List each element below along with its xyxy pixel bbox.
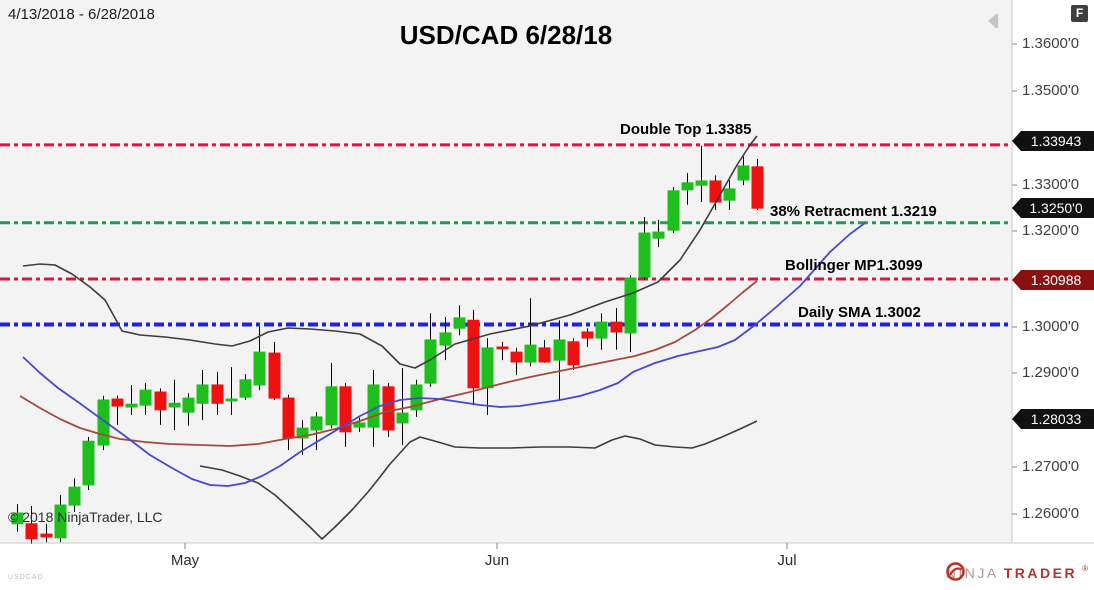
ninjatrader-logo-icon [945, 562, 965, 581]
chart-annotation[interactable]: Bollinger MP1.3099 [785, 257, 923, 274]
chart-annotation[interactable]: Double Top 1.3385 [620, 121, 752, 138]
chart-annotation[interactable]: 38% Retracment 1.3219 [770, 203, 937, 220]
time-axis-label: May [170, 552, 200, 569]
price-axis-label: 1.3300'0 [1022, 176, 1080, 193]
logo-text-trader: TRADER [1003, 565, 1078, 581]
price-axis-label: 1.2600'0 [1022, 505, 1080, 522]
time-axis-label: Jul [777, 552, 797, 569]
symbol-watermark: USDCAD [8, 574, 44, 581]
fullscreen-badge[interactable]: F [1071, 5, 1088, 22]
copyright-text: © 2018 NinjaTrader, LLC [8, 509, 163, 525]
scroll-to-end-icon[interactable] [983, 11, 1001, 31]
price-tag: 1.28033 [1012, 409, 1094, 429]
price-axis-label: 1.2700'0 [1022, 458, 1080, 475]
price-axis-label: 1.3500'0 [1022, 82, 1080, 99]
price-tag: 1.33943 [1012, 131, 1094, 151]
indicator-lines [19, 135, 866, 540]
price-tag: 1.3250'0 [1012, 198, 1094, 218]
time-axis-label: Jun [484, 552, 510, 569]
horizontal-reference-lines[interactable] [0, 143, 1012, 327]
chart-annotation[interactable]: Daily SMA 1.3002 [798, 304, 921, 321]
price-axis-label: 1.2900'0 [1022, 364, 1080, 381]
price-axis-label: 1.3600'0 [1022, 35, 1080, 52]
axis-frame [0, 0, 1094, 549]
date-range-label: 4/13/2018 - 6/28/2018 [8, 6, 155, 23]
price-axis-label: 1.3000'0 [1022, 318, 1080, 335]
price-tag: 1.30988 [1012, 270, 1094, 290]
plot-background [0, 0, 1012, 543]
candlestick-series [11, 145, 764, 544]
price-axis-label: 1.3200'0 [1022, 222, 1080, 239]
logo-registered-mark: ® [1082, 564, 1088, 573]
chart-title: USD/CAD 6/28/18 [399, 20, 613, 50]
ninjatrader-logo: NINJA TRADER ® [946, 562, 1088, 584]
